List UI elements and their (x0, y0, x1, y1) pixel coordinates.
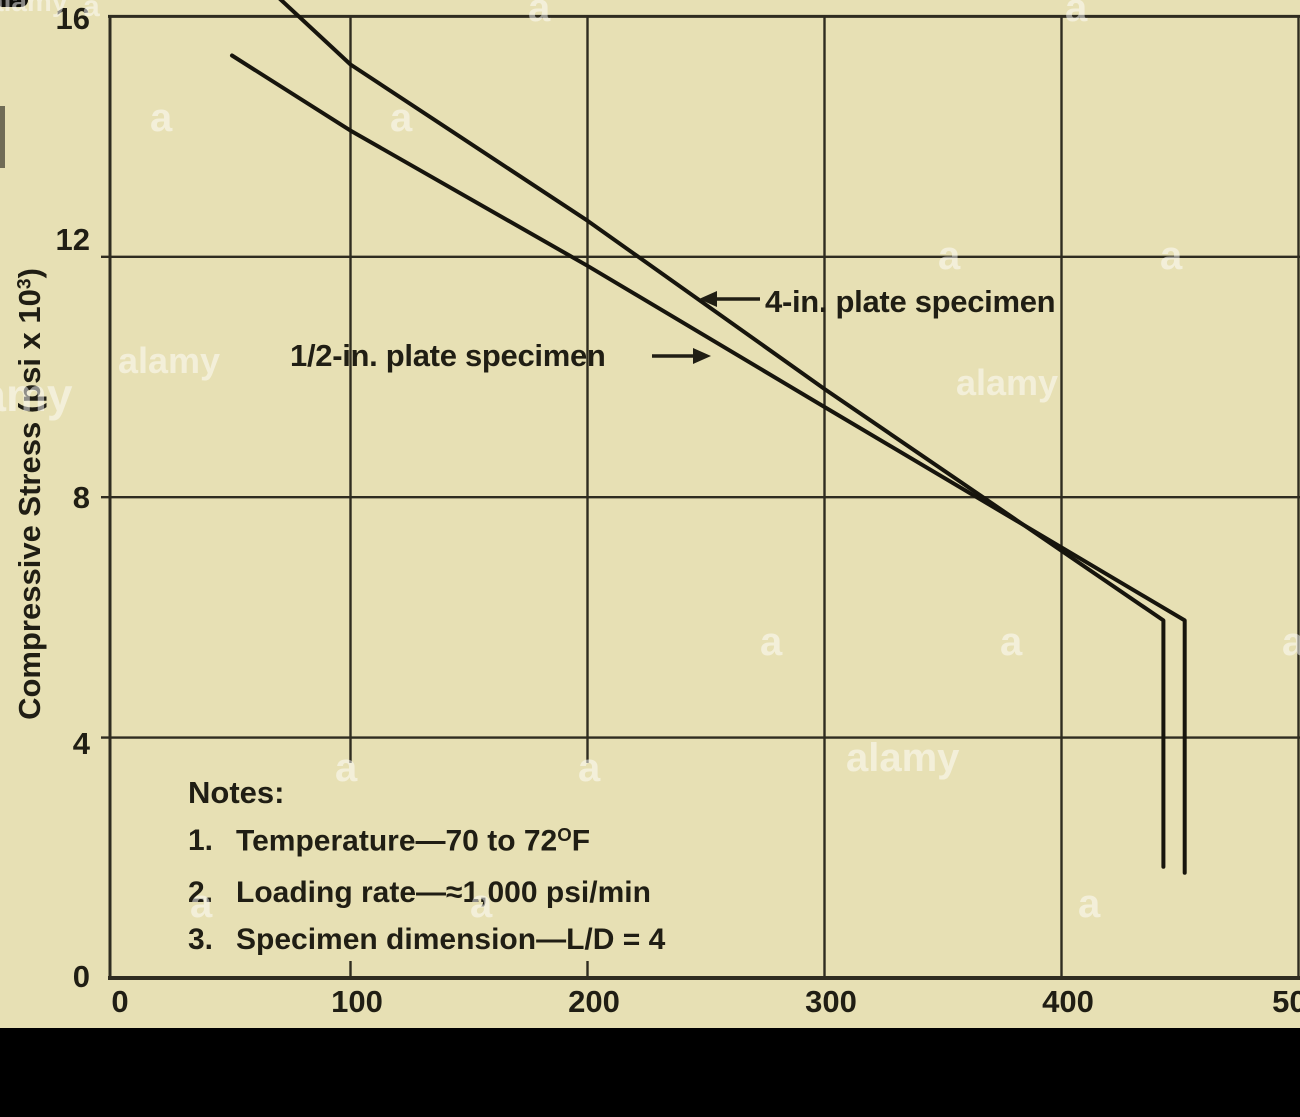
y-tick-8: 8 (72, 480, 90, 515)
scan-edge-artifact (0, 0, 28, 7)
chart-plot-area (101, 0, 1300, 980)
note-1-unit: F (571, 824, 591, 858)
y-tick-12: 12 (55, 222, 90, 257)
x-tick-400: 400 (1042, 984, 1094, 1019)
y-tick-16: 16 (55, 1, 90, 36)
x-tick-0: 0 (111, 984, 129, 1019)
x-tick-300: 300 (805, 984, 857, 1019)
y-axis-title-superscript: 3 (14, 278, 36, 290)
note-1: 1. Temperature—70 to 72OF (188, 824, 590, 858)
x-tick-500-clipped: 500 (1272, 984, 1300, 1019)
arrow-4in-head (699, 291, 717, 307)
note-1-degree-superscript: O (557, 824, 572, 845)
label-4in-plate-specimen: 4-in. plate specimen (765, 284, 1056, 319)
note-1-text: Temperature—70 to 72 (236, 824, 558, 858)
note-2-text: Loading rate—≈1,000 psi/min (236, 876, 651, 909)
curve-half-in (230, 53, 1187, 875)
curve-4in (278, 0, 1166, 869)
alamy-footer-bar: alamy Image ID: RCW6GY www.alamy.com (0, 1028, 1300, 1117)
arrow-half-in-head (693, 348, 711, 364)
x-tick-200: 200 (568, 984, 620, 1019)
label-half-in-plate-specimen: 1/2-in. plate specimen (290, 338, 606, 373)
x-tick-100: 100 (331, 984, 383, 1019)
note-3-text: Specimen dimension—L/D = 4 (236, 923, 666, 956)
note-2: 2. Loading rate—≈1,000 psi/min (188, 876, 651, 910)
note-2-number: 2. (188, 876, 214, 909)
y-tick-0: 0 (72, 959, 90, 994)
scanned-chart-figure: Compressive Stress (psi x 103) 16 12 8 4… (0, 0, 1300, 1028)
note-1-number: 1. (188, 824, 214, 858)
note-3: 3. Specimen dimension—L/D = 4 (188, 923, 665, 957)
note-3-number: 3. (188, 923, 214, 956)
y-axis-title-close: ) (12, 268, 47, 279)
notes-heading: Notes: (188, 775, 285, 810)
y-tick-4: 4 (72, 726, 90, 761)
scan-edge-artifact (0, 106, 5, 168)
